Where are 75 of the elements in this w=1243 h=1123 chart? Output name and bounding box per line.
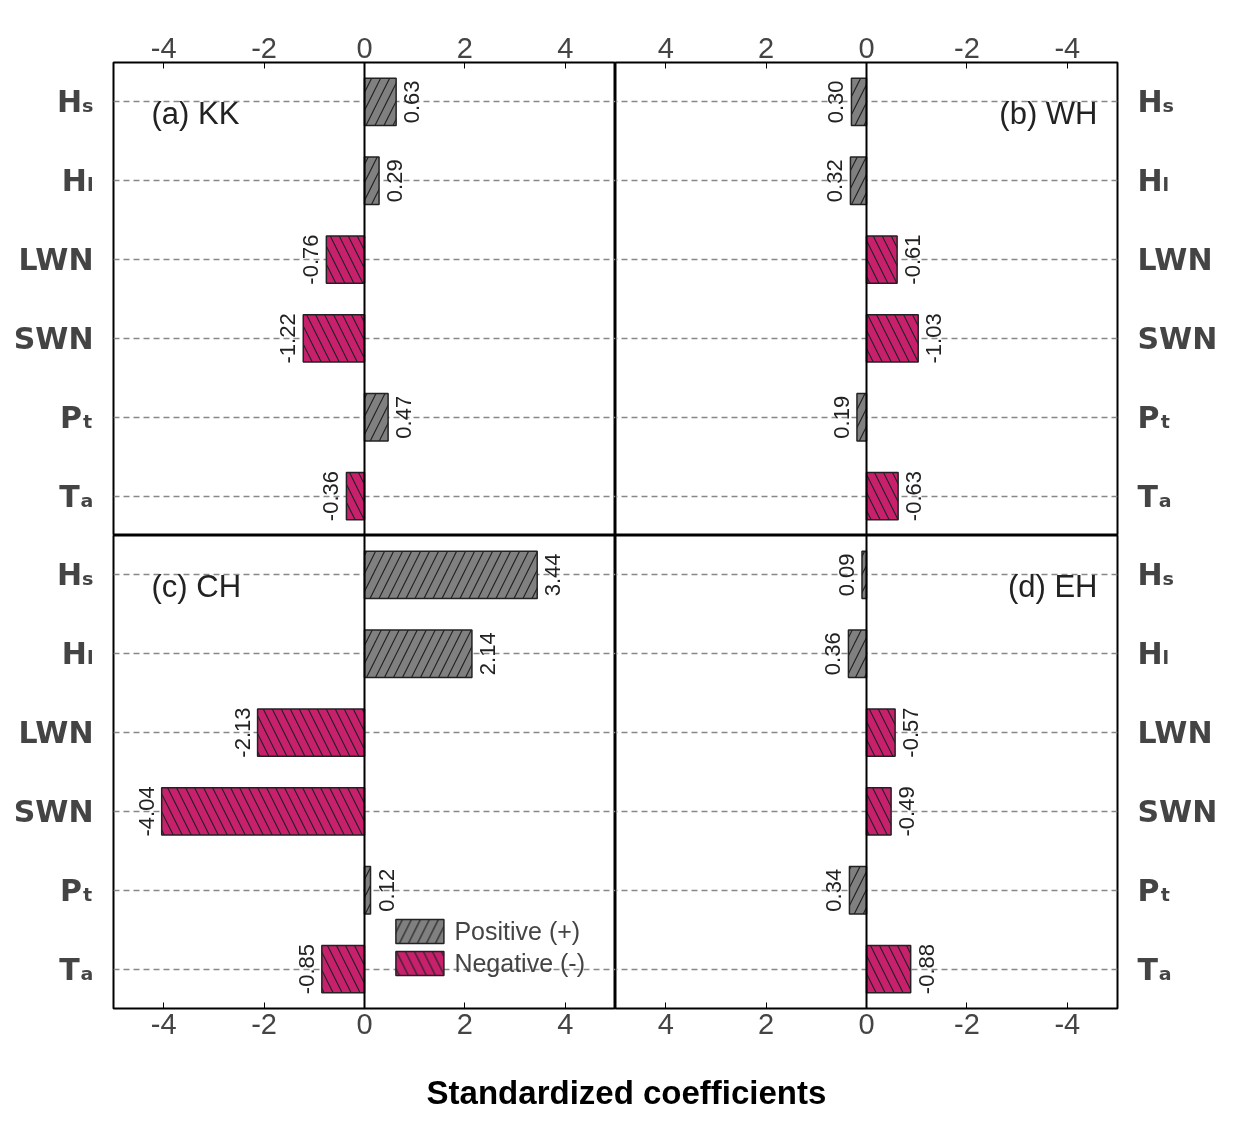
data-label: -2.13 [229, 707, 255, 758]
data-label: -0.85 [293, 944, 319, 995]
text: (a) KK [151, 95, 240, 131]
x-tick-label: 2 [456, 1007, 473, 1040]
x-tick-label: 0 [356, 31, 373, 64]
x-tick-label: 0 [356, 1007, 373, 1040]
legend-label: Negative (-) [454, 948, 585, 978]
y-tick-label: SWN [13, 793, 94, 829]
x-tick-label: 0 [858, 31, 875, 64]
data-label: -0.88 [913, 944, 939, 995]
data-label: 0.63 [399, 80, 425, 124]
y-tick-label: LWN [18, 715, 94, 751]
data-label: 0.47 [391, 395, 417, 439]
y-tick-label: LWN [1137, 242, 1213, 278]
y-tick-label: Tₐ [59, 951, 94, 987]
y-tick-label: Hₗ [1137, 163, 1170, 199]
x-tick-label: 0 [858, 1007, 875, 1040]
data-label: 0.36 [820, 632, 846, 676]
data-label: 0.12 [373, 868, 399, 912]
y-tick-label: Tₐ [1137, 478, 1172, 514]
y-tick-label: Hₗ [61, 163, 94, 199]
x-tick-label: -4 [150, 31, 177, 64]
y-tick-label: Hₗ [1137, 636, 1170, 672]
x-tick-label: 4 [657, 31, 674, 64]
x-tick-label: -2 [251, 1007, 277, 1040]
data-label: 2.14 [474, 632, 500, 676]
x-tick-label: -2 [954, 31, 980, 64]
y-tick-label: Pₜ [59, 399, 94, 435]
data-label: -0.61 [900, 234, 926, 285]
data-label: -1.03 [921, 313, 947, 364]
y-tick-label: SWN [1137, 320, 1218, 356]
x-tick-label: 4 [657, 1007, 674, 1040]
text: (b) WH [999, 95, 1098, 131]
y-tick-label: Hₛ [1137, 84, 1175, 120]
data-label: 0.32 [822, 159, 848, 203]
x-tick-label: -2 [954, 1007, 980, 1040]
legend-label: Positive (+) [454, 916, 581, 946]
x-tick-label: -2 [251, 31, 277, 64]
data-label: 0.09 [833, 553, 859, 597]
data-label: 0.30 [823, 80, 849, 124]
y-tick-label: Hₗ [61, 636, 94, 672]
y-tick-label: Pₜ [1137, 872, 1172, 908]
data-label: -0.76 [298, 234, 324, 285]
data-label: -0.57 [898, 707, 924, 758]
x-tick-label: -4 [1054, 31, 1081, 64]
x-tick-label: -4 [1054, 1007, 1081, 1040]
data-label: -0.49 [894, 786, 920, 837]
x-tick-label: 2 [758, 1007, 775, 1040]
data-label: -0.63 [901, 471, 927, 522]
x-tick-label: 2 [456, 31, 473, 64]
data-label: -1.22 [275, 313, 301, 364]
y-tick-label: SWN [1137, 793, 1218, 829]
data-label: -0.36 [318, 471, 344, 522]
data-label: 0.19 [828, 395, 854, 439]
y-tick-label: Hₛ [56, 557, 94, 593]
y-tick-label: SWN [13, 320, 94, 356]
x-tick-label: 2 [758, 31, 775, 64]
text: (d) EH [1007, 568, 1098, 604]
y-tick-label: Hₛ [56, 84, 94, 120]
data-label: 3.44 [540, 553, 566, 597]
data-label: 0.34 [821, 868, 847, 912]
x-tick-label: 4 [557, 31, 574, 64]
y-tick-label: LWN [18, 242, 94, 278]
text: (c) CH [151, 568, 242, 604]
x-axis-title: Standardized coefficients [426, 1073, 827, 1113]
y-tick-label: Pₜ [1137, 399, 1172, 435]
data-label: 0.29 [382, 159, 408, 203]
y-tick-label: Tₐ [1137, 951, 1172, 987]
y-tick-label: Pₜ [59, 872, 94, 908]
y-tick-label: Hₛ [1137, 557, 1175, 593]
data-label: -4.04 [133, 786, 159, 837]
y-tick-label: LWN [1137, 715, 1213, 751]
x-tick-label: -4 [150, 1007, 177, 1040]
x-tick-label: 4 [557, 1007, 574, 1040]
y-tick-label: Tₐ [59, 478, 94, 514]
